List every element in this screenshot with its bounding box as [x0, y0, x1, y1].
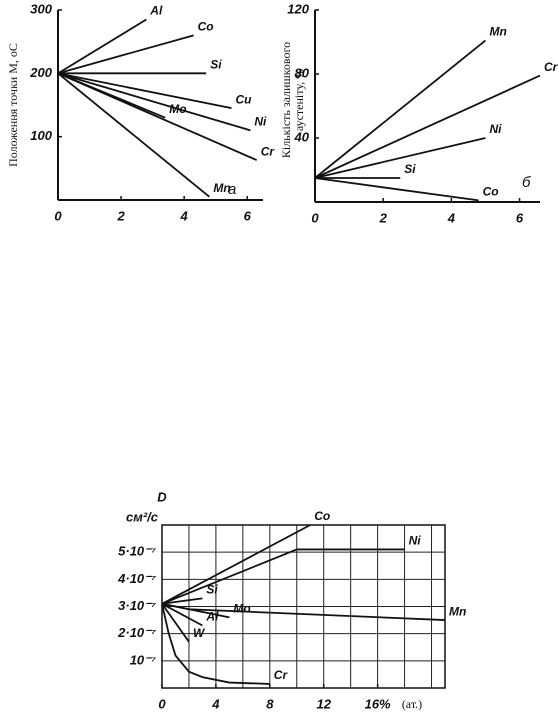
series-line [314, 137, 486, 179]
y-tick-label: 3·10⁻⁷ [118, 598, 156, 613]
x-tick-label: 6 [244, 208, 252, 223]
series-label: Ni [489, 122, 502, 136]
y-axis-label: Кількість залишкового [279, 42, 293, 158]
series-line [57, 72, 210, 198]
x-tick-label: 8 [266, 696, 274, 711]
series-label: Mn [213, 181, 230, 195]
series-label: Mo [169, 102, 186, 116]
series-label: Cr [544, 60, 559, 74]
series-line [57, 72, 251, 132]
series-label: Al [149, 4, 163, 18]
x-tick-label: 12 [316, 696, 331, 711]
series-line [314, 39, 487, 179]
series-line [314, 177, 479, 202]
y-tick-label: 300 [30, 1, 52, 16]
series-line [161, 524, 311, 605]
y-tick-label: 120 [287, 1, 309, 16]
series-line [161, 603, 270, 685]
x-tick-label: 0 [311, 210, 319, 225]
series-line [57, 72, 166, 119]
series-line [161, 597, 203, 605]
y-tick-label: 4·10⁻⁷ [117, 571, 156, 586]
series-label: Mo [233, 602, 250, 616]
x-tick-label: 4 [180, 208, 189, 223]
x-tick-label: 2 [379, 210, 388, 225]
series-label: Mn [489, 25, 506, 39]
series-label: Si [206, 583, 218, 597]
panel-label: а [228, 181, 236, 198]
y-axis-label: см²/с [126, 509, 159, 524]
series-label: Co [198, 20, 214, 34]
y-tick-label: 40 [294, 129, 310, 144]
series-line [57, 18, 147, 75]
series-line [161, 602, 230, 619]
x-tick-label: 2 [116, 208, 125, 223]
x-tick-label: 0 [54, 208, 62, 223]
series-label: Si [404, 162, 416, 176]
panel-label: б [522, 174, 531, 191]
y-tick-label: 5·10⁻⁷ [118, 544, 156, 559]
x-tick-label: 16% [365, 696, 391, 711]
y-tick-label: 100 [30, 128, 52, 143]
y-tick-label: 80 [295, 65, 310, 80]
series-line [161, 602, 203, 627]
series-label: Cr [261, 144, 276, 158]
y-axis-label: Положення точки М, оС [6, 43, 20, 167]
series-line [57, 72, 232, 110]
series-label: Co [483, 185, 499, 199]
y-tick-label: 10⁻⁷ [130, 652, 156, 667]
series-label: Cu [235, 92, 252, 106]
series-line [161, 603, 190, 643]
x-tick-label: 0 [158, 696, 166, 711]
x-axis-label: (ат.) [402, 697, 422, 711]
x-tick-label: 6 [516, 210, 524, 225]
series-label: Co [314, 509, 330, 523]
series-label: Ni [254, 115, 267, 129]
series-line [161, 548, 405, 605]
y-axis-label: D [157, 489, 167, 504]
x-tick-label: 4 [447, 210, 456, 225]
series-label: Mn [449, 604, 466, 618]
series-label: W [193, 626, 206, 640]
y-axis-label: аустеніту, % [292, 69, 306, 131]
series-label: Al [205, 610, 219, 624]
series-line [57, 34, 194, 75]
series-label: Cr [274, 668, 289, 682]
series-label: Ni [409, 534, 422, 548]
series-label: Si [210, 58, 222, 72]
y-tick-label: 2·10⁻⁷ [117, 625, 156, 640]
x-tick-label: 4 [211, 696, 220, 711]
y-tick-label: 200 [29, 65, 52, 80]
series-line [314, 74, 541, 179]
